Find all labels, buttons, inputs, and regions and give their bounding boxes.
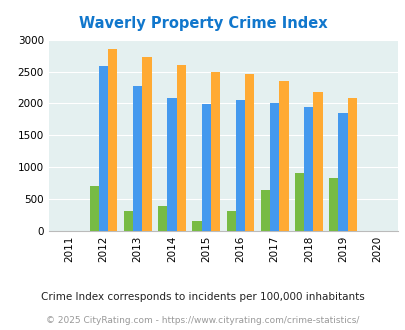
Bar bbox=[328, 178, 338, 231]
Bar bbox=[260, 190, 269, 231]
Bar bbox=[133, 86, 142, 231]
Text: Crime Index corresponds to incidents per 100,000 inhabitants: Crime Index corresponds to incidents per… bbox=[41, 292, 364, 302]
Bar bbox=[124, 211, 133, 231]
Bar bbox=[158, 206, 167, 231]
Bar bbox=[245, 74, 254, 231]
Bar bbox=[303, 107, 313, 231]
Bar bbox=[176, 65, 185, 231]
Bar bbox=[338, 113, 347, 231]
Bar bbox=[108, 49, 117, 231]
Bar bbox=[313, 92, 322, 231]
Bar bbox=[90, 186, 99, 231]
Bar bbox=[235, 100, 245, 231]
Text: Waverly Property Crime Index: Waverly Property Crime Index bbox=[79, 16, 326, 31]
Bar bbox=[347, 98, 356, 231]
Bar bbox=[210, 72, 220, 231]
Bar bbox=[269, 103, 279, 231]
Bar bbox=[167, 98, 176, 231]
Bar bbox=[142, 57, 151, 231]
Bar bbox=[192, 221, 201, 231]
Text: © 2025 CityRating.com - https://www.cityrating.com/crime-statistics/: © 2025 CityRating.com - https://www.city… bbox=[46, 315, 359, 325]
Bar bbox=[226, 211, 235, 231]
Bar bbox=[99, 66, 108, 231]
Bar bbox=[201, 104, 210, 231]
Bar bbox=[294, 173, 303, 231]
Bar bbox=[279, 81, 288, 231]
